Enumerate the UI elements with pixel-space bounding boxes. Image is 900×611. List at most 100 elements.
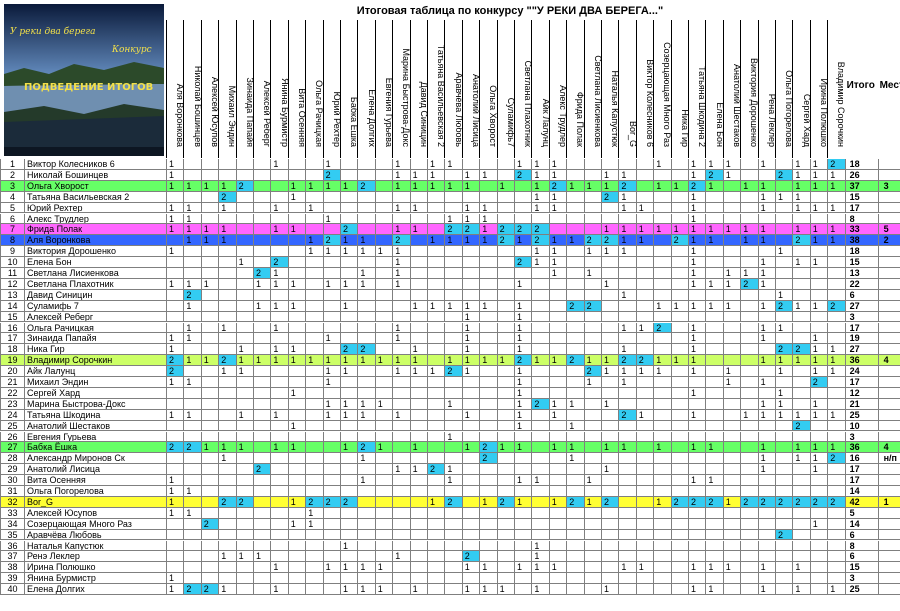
score-cell [548, 278, 567, 290]
score-cell: 1 [305, 246, 323, 258]
score-cell [809, 311, 828, 323]
score-cell: 1 [809, 355, 828, 367]
score-cell: 1 [757, 268, 775, 279]
score-cell [601, 213, 619, 225]
score-cell [479, 464, 497, 476]
score-cell: 2 [827, 496, 845, 508]
score-cell [531, 366, 549, 377]
score-cell [200, 398, 219, 410]
score-cell [531, 278, 549, 290]
score-cell [583, 387, 601, 399]
judge-header: Айк Лалунц [531, 20, 549, 158]
total-cell: 18 [844, 159, 878, 170]
score-cell [409, 377, 427, 388]
judge-header-label: Суламифь7 [505, 97, 514, 147]
score-cell [235, 311, 253, 323]
score-cell [531, 420, 549, 432]
place-cell [877, 202, 900, 214]
score-cell [479, 246, 497, 258]
score-cell: 1 [809, 453, 828, 465]
row-number: 7 [0, 224, 24, 236]
total-cell: 42 [844, 496, 878, 508]
score-cell: 1 [374, 442, 393, 454]
score-cell: 1 [531, 540, 549, 552]
score-cell [322, 420, 340, 432]
score-cell [235, 159, 253, 170]
author-name: Алекс Трудлер [24, 213, 166, 225]
score-cell [496, 507, 514, 519]
score-cell: 1 [722, 159, 741, 170]
score-cell [444, 246, 462, 258]
score-cell [653, 431, 671, 443]
score-cell [635, 464, 654, 476]
score-cell [635, 300, 654, 312]
score-cell [218, 311, 236, 323]
score-cell [809, 420, 828, 432]
score-cell [775, 486, 793, 497]
score-cell [496, 551, 514, 563]
score-cell [653, 191, 671, 203]
table-row: 31 Ольга Погорелова 1 1 14 [0, 486, 900, 497]
author-name: Юрий Рехтер [24, 202, 166, 214]
score-cell: 1 [688, 213, 706, 225]
score-cell [340, 169, 358, 181]
row-number: 5 [0, 202, 24, 214]
score-cell [722, 420, 741, 432]
score-cell: 1 [566, 420, 584, 432]
score-cell [775, 551, 793, 563]
score-cell [635, 246, 654, 258]
score-cell: 1 [392, 551, 410, 563]
score-cell [409, 278, 427, 290]
score-cell [218, 573, 236, 585]
score-cell [357, 377, 375, 388]
score-cell: 1 [218, 202, 236, 214]
score-cell [496, 191, 514, 203]
place-cell [877, 289, 900, 301]
total-cell: 19 [844, 333, 878, 345]
place-cell: н/п [877, 453, 900, 465]
score-cell: 1 [496, 355, 514, 367]
score-cell: 2 [322, 169, 340, 181]
score-cell: 1 [444, 398, 462, 410]
table-row: 19 Владимир Сорочкин 2 1 1 2 1 1 1 1 1 1 1 1 1 1 1 1 1 1 1 2 1… [0, 355, 900, 367]
score-cell [374, 344, 393, 356]
score-cell: 2 [235, 496, 253, 508]
score-cell [409, 311, 427, 323]
score-cell [496, 453, 514, 465]
score-cell [670, 169, 688, 181]
score-cell: 1 [688, 235, 706, 247]
score-cell [287, 366, 306, 377]
score-cell [444, 529, 462, 541]
score-cell: 1 [809, 518, 828, 530]
score-cell [740, 475, 758, 486]
score-cell [653, 464, 671, 476]
score-cell [479, 268, 497, 279]
score-cell [287, 377, 306, 388]
score-cell [531, 464, 549, 476]
score-cell [235, 475, 253, 486]
score-cell [409, 518, 427, 530]
score-cell: 1 [322, 366, 340, 377]
score-cell [340, 377, 358, 388]
score-cell [270, 486, 288, 497]
score-cell [566, 202, 584, 214]
score-cell [427, 191, 445, 203]
score-cell [670, 159, 688, 170]
score-cell [322, 540, 340, 552]
score-cell [218, 518, 236, 530]
score-cell [235, 268, 253, 279]
score-cell [670, 213, 688, 225]
score-cell [827, 278, 845, 290]
score-cell [409, 431, 427, 443]
score-cell [427, 486, 445, 497]
score-cell [670, 333, 688, 345]
score-cell [601, 431, 619, 443]
score-cell [775, 311, 793, 323]
score-cell: 1 [357, 562, 375, 574]
judge-header: Марина Быстрова-Докс [392, 20, 410, 158]
score-cell: 1 [166, 486, 184, 497]
score-cell: 1 [601, 169, 619, 181]
score-cell [514, 540, 532, 552]
score-cell: 2 [514, 257, 532, 268]
score-cell [218, 464, 236, 476]
